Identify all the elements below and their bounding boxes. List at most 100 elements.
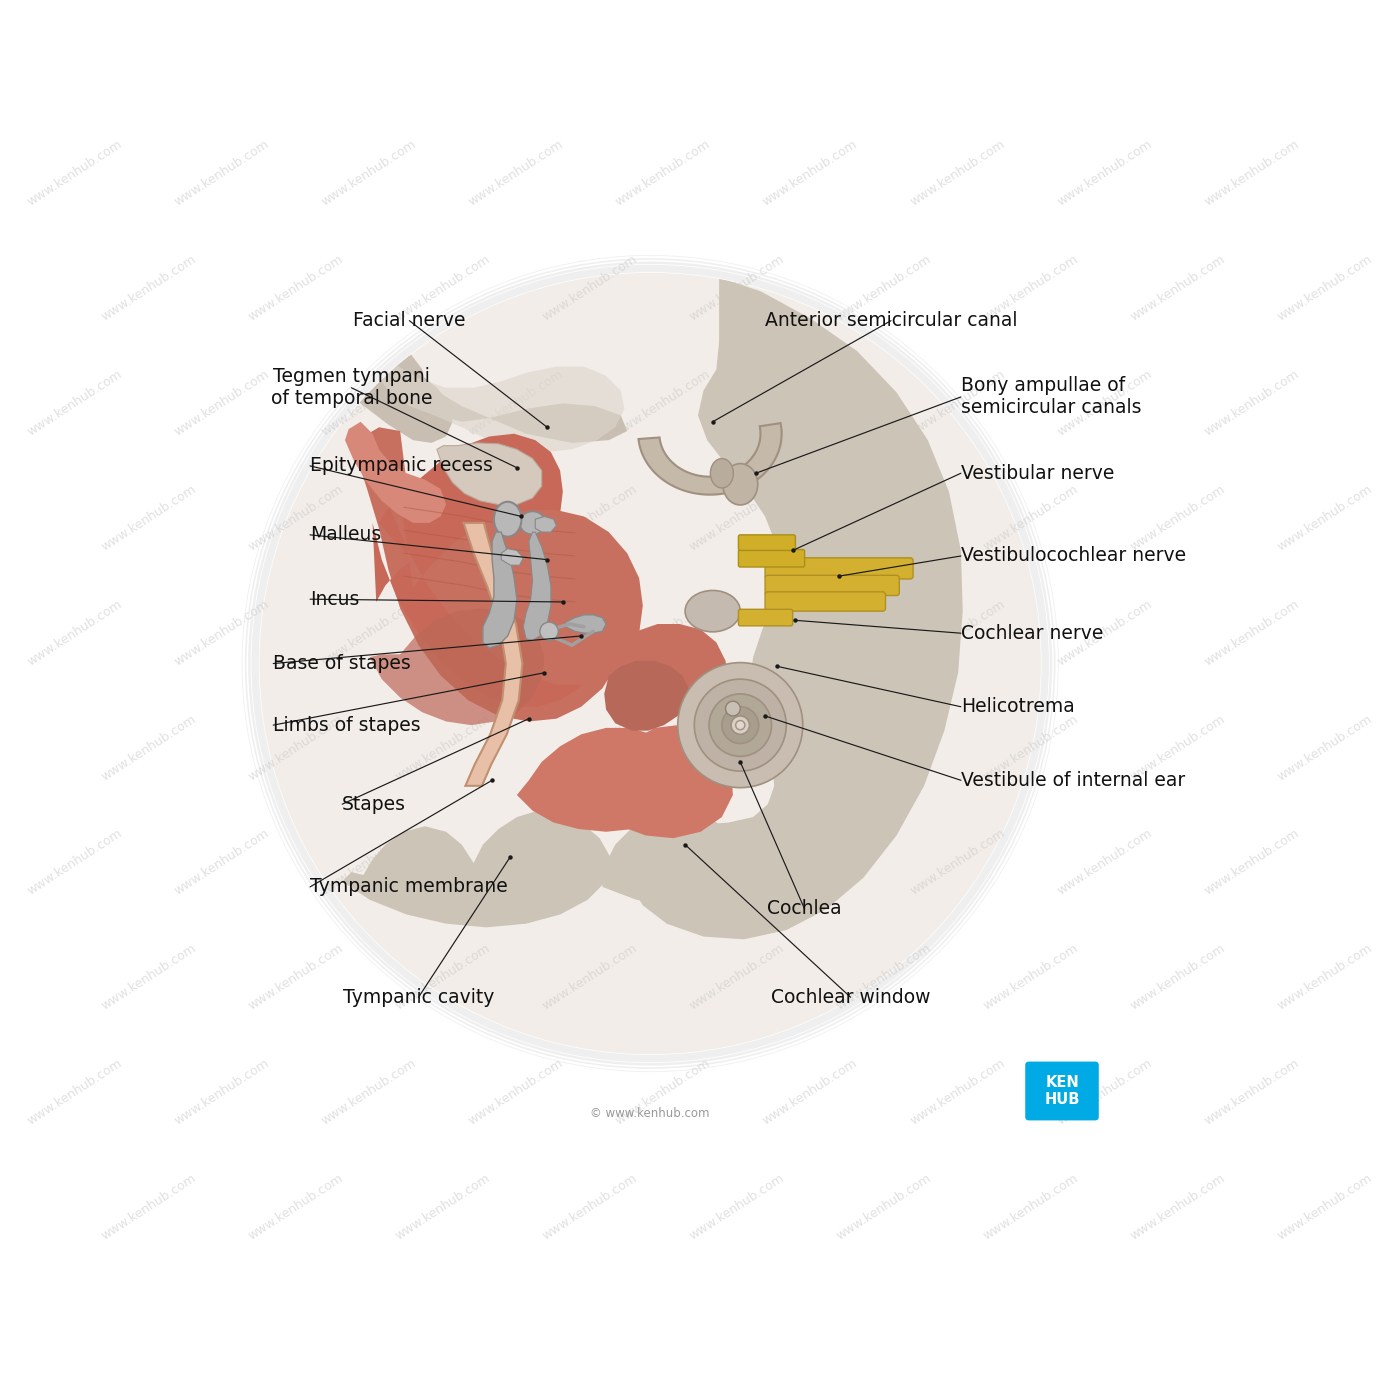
Circle shape xyxy=(731,715,749,735)
Circle shape xyxy=(735,721,745,729)
Polygon shape xyxy=(344,421,447,522)
Text: www.kenhub.com: www.kenhub.com xyxy=(1128,942,1228,1012)
Text: www.kenhub.com: www.kenhub.com xyxy=(834,942,934,1012)
Text: www.kenhub.com: www.kenhub.com xyxy=(25,598,125,668)
Text: Vestibular nerve: Vestibular nerve xyxy=(960,463,1114,483)
Text: www.kenhub.com: www.kenhub.com xyxy=(98,482,199,553)
Text: www.kenhub.com: www.kenhub.com xyxy=(613,1057,713,1128)
Text: Limbs of stapes: Limbs of stapes xyxy=(273,715,421,735)
Text: www.kenhub.com: www.kenhub.com xyxy=(319,137,419,209)
Text: www.kenhub.com: www.kenhub.com xyxy=(540,942,640,1012)
Text: Epitympanic recess: Epitympanic recess xyxy=(309,456,493,476)
Polygon shape xyxy=(605,661,689,731)
FancyBboxPatch shape xyxy=(764,592,886,612)
Text: www.kenhub.com: www.kenhub.com xyxy=(1128,713,1228,783)
Text: Facial nerve: Facial nerve xyxy=(353,311,466,330)
Text: www.kenhub.com: www.kenhub.com xyxy=(172,137,272,209)
FancyBboxPatch shape xyxy=(764,575,899,595)
Text: www.kenhub.com: www.kenhub.com xyxy=(1054,137,1155,209)
Text: www.kenhub.com: www.kenhub.com xyxy=(687,713,787,783)
Text: www.kenhub.com: www.kenhub.com xyxy=(245,252,346,323)
Text: www.kenhub.com: www.kenhub.com xyxy=(687,482,787,553)
Text: Helicotrema: Helicotrema xyxy=(960,697,1075,717)
Text: www.kenhub.com: www.kenhub.com xyxy=(834,482,934,553)
Text: www.kenhub.com: www.kenhub.com xyxy=(393,482,493,553)
Text: www.kenhub.com: www.kenhub.com xyxy=(393,942,493,1012)
Text: www.kenhub.com: www.kenhub.com xyxy=(245,713,346,783)
FancyBboxPatch shape xyxy=(738,609,792,626)
Text: Bony ampullae of
semicircular canals: Bony ampullae of semicircular canals xyxy=(960,377,1141,417)
Circle shape xyxy=(708,694,771,756)
FancyBboxPatch shape xyxy=(764,557,913,580)
Text: www.kenhub.com: www.kenhub.com xyxy=(981,252,1081,323)
Text: www.kenhub.com: www.kenhub.com xyxy=(245,482,346,553)
Text: Vestibulocochlear nerve: Vestibulocochlear nerve xyxy=(960,546,1186,566)
Text: www.kenhub.com: www.kenhub.com xyxy=(760,1057,860,1128)
Text: www.kenhub.com: www.kenhub.com xyxy=(834,252,934,323)
Polygon shape xyxy=(535,517,556,532)
Circle shape xyxy=(694,679,787,771)
Polygon shape xyxy=(517,728,685,832)
Polygon shape xyxy=(379,434,563,587)
Text: www.kenhub.com: www.kenhub.com xyxy=(1201,1057,1302,1128)
Text: www.kenhub.com: www.kenhub.com xyxy=(1201,827,1302,897)
Text: www.kenhub.com: www.kenhub.com xyxy=(687,942,787,1012)
Text: www.kenhub.com: www.kenhub.com xyxy=(1054,367,1155,438)
Polygon shape xyxy=(501,549,524,566)
Polygon shape xyxy=(524,532,550,641)
Polygon shape xyxy=(483,532,517,648)
Text: www.kenhub.com: www.kenhub.com xyxy=(25,827,125,897)
Polygon shape xyxy=(361,424,643,685)
Text: Malleus: Malleus xyxy=(309,525,381,545)
Text: www.kenhub.com: www.kenhub.com xyxy=(466,137,566,209)
Circle shape xyxy=(540,622,559,641)
Ellipse shape xyxy=(494,501,521,536)
Text: www.kenhub.com: www.kenhub.com xyxy=(540,252,640,323)
Text: www.kenhub.com: www.kenhub.com xyxy=(981,1172,1081,1243)
Text: www.kenhub.com: www.kenhub.com xyxy=(98,1172,199,1243)
Text: www.kenhub.com: www.kenhub.com xyxy=(172,827,272,897)
Ellipse shape xyxy=(685,591,741,631)
Text: www.kenhub.com: www.kenhub.com xyxy=(319,827,419,897)
Text: www.kenhub.com: www.kenhub.com xyxy=(466,827,566,897)
Text: www.kenhub.com: www.kenhub.com xyxy=(760,827,860,897)
Text: Cochlea: Cochlea xyxy=(767,899,841,918)
Text: www.kenhub.com: www.kenhub.com xyxy=(319,367,419,438)
Text: www.kenhub.com: www.kenhub.com xyxy=(1054,1057,1155,1128)
Text: www.kenhub.com: www.kenhub.com xyxy=(760,367,860,438)
Text: www.kenhub.com: www.kenhub.com xyxy=(25,1057,125,1128)
Text: www.kenhub.com: www.kenhub.com xyxy=(172,1057,272,1128)
Polygon shape xyxy=(602,808,738,906)
Text: www.kenhub.com: www.kenhub.com xyxy=(1201,367,1302,438)
Text: www.kenhub.com: www.kenhub.com xyxy=(1128,1172,1228,1243)
Text: Cochlear window: Cochlear window xyxy=(771,988,931,1007)
Text: Vestibule of internal ear: Vestibule of internal ear xyxy=(960,771,1186,790)
Text: www.kenhub.com: www.kenhub.com xyxy=(466,367,566,438)
Text: www.kenhub.com: www.kenhub.com xyxy=(981,942,1081,1012)
Polygon shape xyxy=(370,609,545,725)
Text: Tympanic cavity: Tympanic cavity xyxy=(343,988,494,1007)
Text: www.kenhub.com: www.kenhub.com xyxy=(687,252,787,323)
Polygon shape xyxy=(354,427,630,721)
Text: KEN
HUB: KEN HUB xyxy=(1044,1075,1079,1107)
Text: www.kenhub.com: www.kenhub.com xyxy=(907,137,1007,209)
Text: www.kenhub.com: www.kenhub.com xyxy=(466,1057,566,1128)
Ellipse shape xyxy=(722,463,757,505)
Polygon shape xyxy=(333,302,627,442)
Text: www.kenhub.com: www.kenhub.com xyxy=(1054,827,1155,897)
Text: www.kenhub.com: www.kenhub.com xyxy=(1275,942,1375,1012)
Text: www.kenhub.com: www.kenhub.com xyxy=(907,367,1007,438)
Text: www.kenhub.com: www.kenhub.com xyxy=(613,367,713,438)
Circle shape xyxy=(678,662,802,788)
Text: Stapes: Stapes xyxy=(342,795,406,813)
Text: www.kenhub.com: www.kenhub.com xyxy=(981,482,1081,553)
Text: www.kenhub.com: www.kenhub.com xyxy=(540,482,640,553)
Text: www.kenhub.com: www.kenhub.com xyxy=(907,1057,1007,1128)
Text: www.kenhub.com: www.kenhub.com xyxy=(466,598,566,668)
Text: www.kenhub.com: www.kenhub.com xyxy=(98,942,199,1012)
Text: Base of stapes: Base of stapes xyxy=(273,654,412,673)
FancyBboxPatch shape xyxy=(738,550,805,567)
Text: www.kenhub.com: www.kenhub.com xyxy=(1275,482,1375,553)
Polygon shape xyxy=(437,442,542,504)
Text: www.kenhub.com: www.kenhub.com xyxy=(834,1172,934,1243)
